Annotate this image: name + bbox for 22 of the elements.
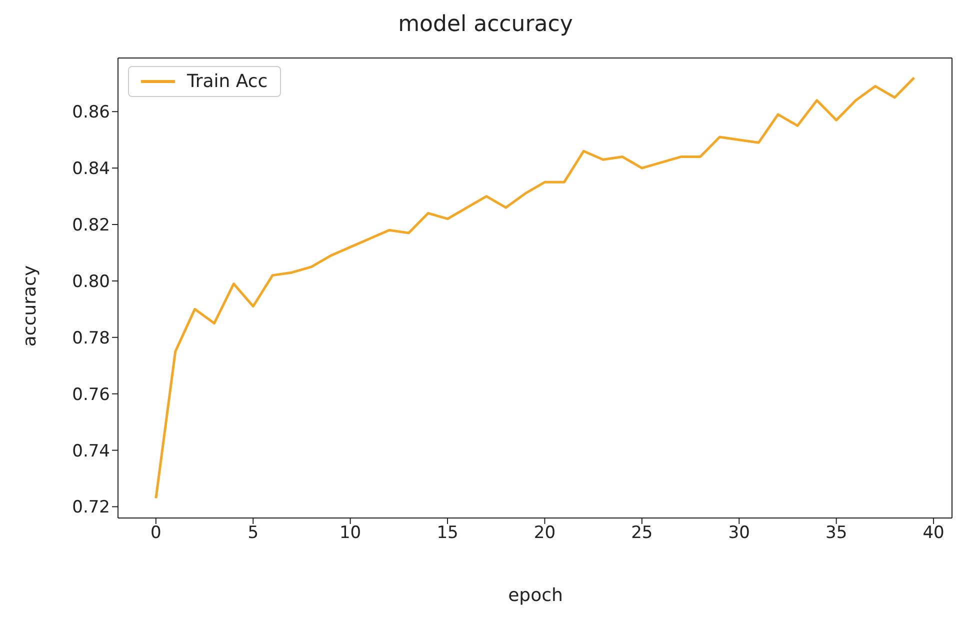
y-tick-label: 0.80 <box>72 272 110 292</box>
y-tick-label: 0.78 <box>72 328 110 348</box>
x-tick-label: 40 <box>922 523 944 544</box>
legend-box: Train Acc <box>128 66 281 97</box>
y-tick-label: 0.76 <box>72 384 110 405</box>
y-tick-label: 0.72 <box>72 498 110 518</box>
legend-label: Train Acc <box>187 71 268 92</box>
x-axis-title: epoch <box>507 585 564 606</box>
y-tick-label: 0.86 <box>72 102 110 123</box>
chart-title: model accuracy <box>397 12 574 37</box>
x-tick-label: 5 <box>248 523 259 544</box>
y-axis-title: accuracy <box>20 265 40 347</box>
x-tick-label: 20 <box>534 523 556 544</box>
x-tick-label: 15 <box>436 523 458 544</box>
x-tick-label: 35 <box>826 523 848 544</box>
x-tick-label: 10 <box>339 523 362 544</box>
x-tick-label: 0 <box>150 523 162 544</box>
y-tick-label: 0.82 <box>72 216 110 236</box>
x-tick-label: 30 <box>728 523 750 544</box>
y-tick-label: 0.74 <box>72 441 110 462</box>
x-tick-label: 25 <box>631 523 653 544</box>
y-tick-label: 0.84 <box>72 159 110 180</box>
